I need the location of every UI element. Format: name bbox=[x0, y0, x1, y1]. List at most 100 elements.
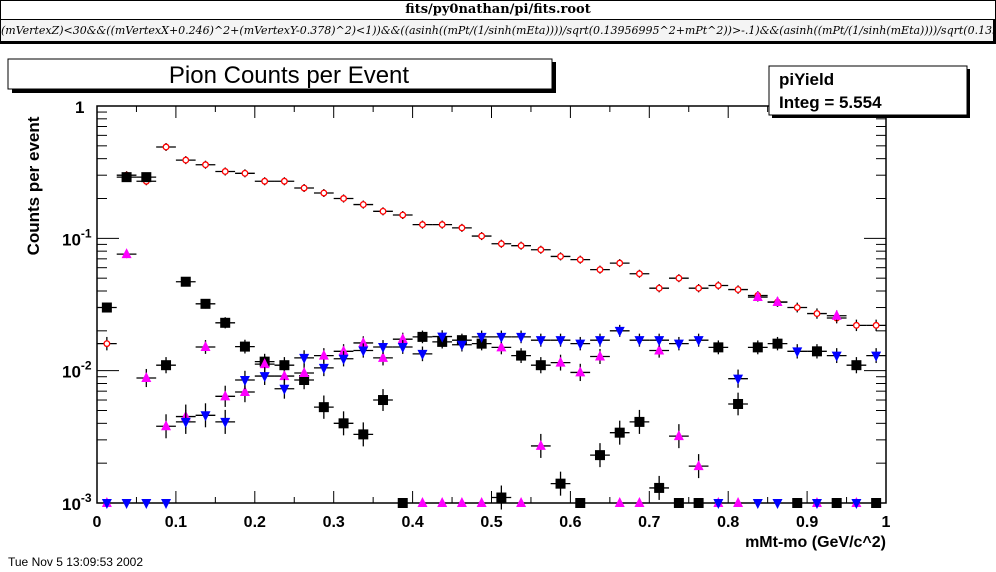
data-point-triangle-down bbox=[673, 339, 684, 350]
x-tick-label: 0.7 bbox=[638, 514, 660, 531]
data-point-triangle-up bbox=[496, 341, 507, 352]
data-point-square bbox=[318, 402, 329, 413]
data-point-triangle-up bbox=[279, 370, 290, 381]
data-point-triangle-up bbox=[200, 340, 211, 351]
data-point-circle bbox=[182, 156, 190, 164]
data-point-triangle-down bbox=[397, 342, 408, 353]
data-point-triangle-up bbox=[831, 309, 842, 320]
data-point-triangle-down bbox=[614, 326, 625, 337]
data-point-triangle-down bbox=[121, 499, 132, 509]
data-point-circle bbox=[280, 177, 288, 185]
data-point-square bbox=[239, 341, 250, 352]
data-point-triangle-down bbox=[594, 336, 605, 347]
data-point-circle bbox=[576, 256, 584, 264]
data-point-circle bbox=[359, 201, 367, 209]
data-point-triangle-down bbox=[871, 351, 882, 362]
x-tick-label: 0.8 bbox=[717, 514, 739, 531]
data-point-triangle-up bbox=[417, 497, 428, 507]
data-point-circle bbox=[340, 195, 348, 202]
data-point-circle bbox=[478, 232, 486, 240]
data-point-square bbox=[772, 338, 783, 349]
data-point-square bbox=[338, 418, 349, 429]
cut-expression-bar: (mVertexZ)<30&&((mVertexX+0.246)^2+(mVer… bbox=[0, 19, 996, 44]
data-point-square bbox=[121, 172, 132, 183]
data-point-triangle-up bbox=[654, 344, 665, 355]
y-tick-label: 1 bbox=[75, 98, 84, 117]
data-point-square bbox=[752, 342, 763, 353]
stats-name: piYield bbox=[779, 70, 834, 89]
data-point-square bbox=[496, 492, 507, 503]
data-point-triangle-up bbox=[516, 497, 527, 507]
data-point-triangle-down bbox=[358, 346, 369, 357]
data-point-triangle-up bbox=[693, 460, 704, 471]
data-point-circle bbox=[872, 321, 880, 329]
data-point-triangle-up bbox=[476, 497, 487, 507]
data-point-square bbox=[378, 395, 389, 406]
data-point-square bbox=[220, 317, 231, 328]
data-point-circle bbox=[537, 246, 545, 254]
data-point-circle bbox=[596, 266, 604, 274]
data-point-triangle-up bbox=[318, 349, 329, 360]
data-point-square bbox=[397, 498, 408, 508]
data-point-triangle-down bbox=[733, 374, 744, 385]
y-tick-base: 1 bbox=[75, 98, 84, 117]
data-point-square bbox=[535, 360, 546, 371]
data-point-triangle-down bbox=[476, 332, 487, 343]
y-tick-exponent: -3 bbox=[81, 491, 92, 505]
data-point-triangle-down bbox=[378, 342, 389, 353]
data-point-triangle-down bbox=[101, 499, 112, 509]
file-title-bar: fits/py0nathan/pi/fits.root bbox=[0, 0, 996, 19]
data-point-triangle-down bbox=[239, 376, 250, 387]
data-point-circle bbox=[379, 207, 387, 215]
data-point-circle bbox=[438, 221, 446, 229]
data-point-triangle-up bbox=[594, 350, 605, 361]
title-box bbox=[7, 58, 553, 90]
data-point-triangle-down bbox=[772, 499, 783, 509]
data-point-square bbox=[279, 360, 290, 371]
data-point-circle bbox=[557, 252, 564, 260]
y-tick-base: 10 bbox=[62, 363, 81, 382]
chart-title: Pion Counts per Event bbox=[169, 62, 409, 89]
data-point-circle bbox=[852, 321, 860, 329]
data-point-triangle-down bbox=[752, 499, 763, 509]
data-point-triangle-up bbox=[299, 367, 310, 378]
x-tick-label: 0.4 bbox=[401, 514, 423, 531]
data-point-triangle-up bbox=[535, 439, 546, 450]
data-point-triangle-down bbox=[161, 499, 172, 509]
y-tick-exponent: -1 bbox=[81, 226, 92, 240]
data-point-triangle-up bbox=[121, 248, 132, 259]
data-point-triangle-up bbox=[161, 420, 172, 431]
y-tick-label: 10-2 bbox=[62, 359, 92, 382]
data-point-triangle-down bbox=[200, 411, 211, 422]
data-point-circle bbox=[241, 169, 249, 177]
x-tick-label: 0.5 bbox=[480, 514, 502, 531]
data-point-triangle-down bbox=[831, 351, 842, 362]
data-point-circle bbox=[517, 242, 525, 250]
data-point-triangle-up bbox=[358, 336, 369, 347]
plot-frame bbox=[96, 105, 887, 504]
stats-box bbox=[768, 65, 968, 116]
data-point-triangle-up bbox=[259, 358, 270, 369]
data-point-triangle-down bbox=[811, 499, 822, 509]
data-point-square bbox=[200, 298, 211, 309]
data-point-circle bbox=[458, 224, 466, 232]
data-point-square bbox=[594, 450, 605, 461]
data-point-circle bbox=[300, 184, 308, 192]
data-point-square bbox=[161, 360, 172, 371]
data-point-circle bbox=[695, 284, 703, 292]
data-point-square bbox=[713, 342, 724, 353]
series-blue bbox=[101, 324, 886, 509]
data-point-circle bbox=[103, 340, 111, 348]
data-point-circle bbox=[419, 221, 426, 229]
y-tick-base: 10 bbox=[62, 230, 81, 249]
data-point-circle bbox=[261, 177, 269, 185]
data-point-square bbox=[831, 498, 842, 508]
data-point-triangle-down bbox=[338, 354, 349, 365]
data-point-triangle-up bbox=[141, 372, 152, 383]
data-point-triangle-up bbox=[752, 291, 763, 302]
data-point-square bbox=[871, 498, 882, 508]
data-point-triangle-down bbox=[693, 336, 704, 347]
data-point-triangle-up bbox=[673, 430, 684, 441]
data-point-square bbox=[693, 498, 704, 508]
x-tick-label: 0.6 bbox=[559, 514, 581, 531]
